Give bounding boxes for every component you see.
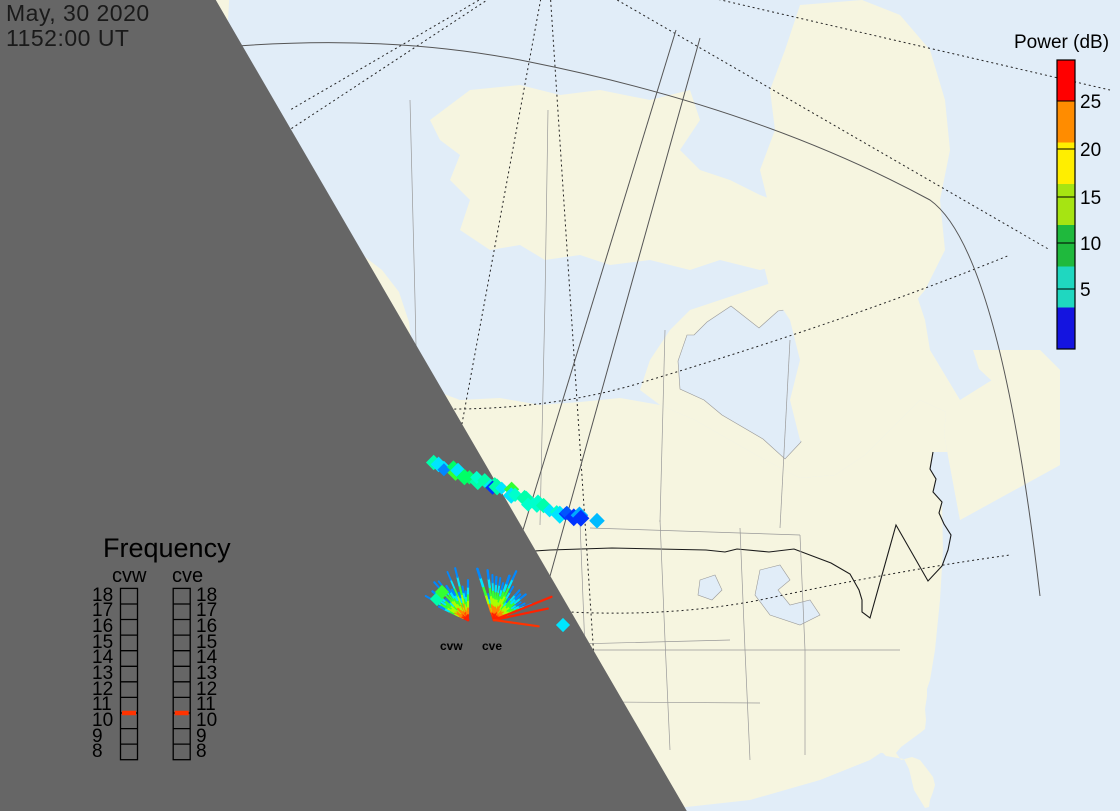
svg-text:cvw: cvw	[440, 639, 463, 653]
svg-text:15: 15	[1080, 188, 1101, 209]
svg-text:8: 8	[196, 741, 207, 762]
svg-text:Power (dB): Power (dB)	[1014, 32, 1109, 53]
svg-text:5: 5	[1080, 280, 1091, 301]
svg-text:20: 20	[1080, 140, 1101, 161]
svg-text:25: 25	[1080, 92, 1101, 113]
svg-text:8: 8	[92, 741, 103, 762]
svg-text:10: 10	[1080, 234, 1101, 255]
svg-text:cve: cve	[172, 565, 203, 587]
svg-text:cve: cve	[482, 639, 502, 653]
svg-text:cvw: cvw	[112, 565, 147, 587]
svg-text:Frequency: Frequency	[103, 533, 231, 563]
